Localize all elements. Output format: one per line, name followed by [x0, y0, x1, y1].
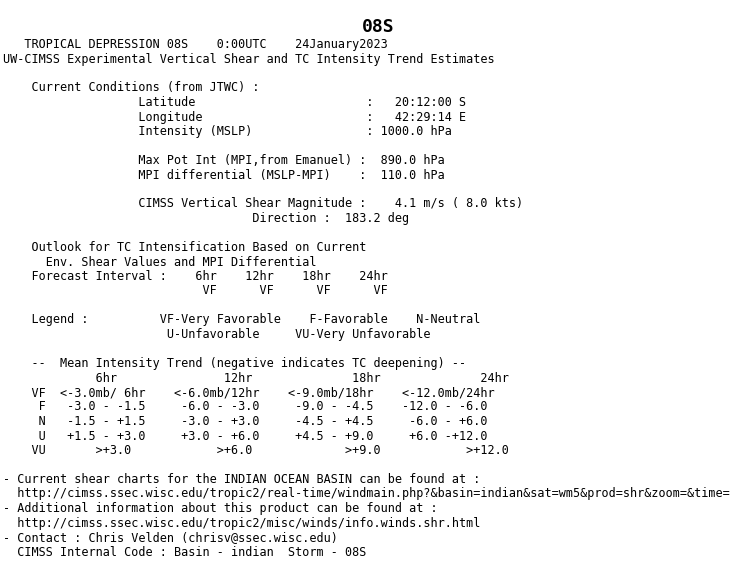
Text: - Contact : Chris Velden (chrisv@ssec.wisc.edu): - Contact : Chris Velden (chrisv@ssec.wi… [3, 531, 338, 544]
Text: 08S: 08S [361, 18, 395, 36]
Text: http://cimss.ssec.wisc.edu/tropic2/real-time/windmain.php?&basin=indian&sat=wm5&: http://cimss.ssec.wisc.edu/tropic2/real-… [3, 488, 730, 500]
Text: U-Unfavorable     VU-Very Unfavorable: U-Unfavorable VU-Very Unfavorable [3, 328, 430, 341]
Text: --  Mean Intensity Trend (negative indicates TC deepening) --: -- Mean Intensity Trend (negative indica… [3, 357, 466, 370]
Text: MPI differential (MSLP-MPI)    :  110.0 hPa: MPI differential (MSLP-MPI) : 110.0 hPa [3, 168, 445, 182]
Text: Latitude                        :   20:12:00 S: Latitude : 20:12:00 S [3, 96, 466, 109]
Text: UW-CIMSS Experimental Vertical Shear and TC Intensity Trend Estimates: UW-CIMSS Experimental Vertical Shear and… [3, 53, 494, 66]
Text: Longitude                       :   42:29:14 E: Longitude : 42:29:14 E [3, 111, 466, 123]
Text: Env. Shear Values and MPI Differential: Env. Shear Values and MPI Differential [3, 256, 317, 268]
Text: TROPICAL DEPRESSION 08S    0:00UTC    24January2023: TROPICAL DEPRESSION 08S 0:00UTC 24Januar… [3, 38, 388, 51]
Text: CIMSS Internal Code : Basin - indian  Storm - 08S: CIMSS Internal Code : Basin - indian Sto… [3, 545, 367, 559]
Text: Direction :  183.2 deg: Direction : 183.2 deg [3, 212, 409, 225]
Text: Current Conditions (from JTWC) :: Current Conditions (from JTWC) : [3, 81, 259, 95]
Text: Outlook for TC Intensification Based on Current: Outlook for TC Intensification Based on … [3, 241, 367, 254]
Text: VU       >+3.0            >+6.0             >+9.0            >+12.0: VU >+3.0 >+6.0 >+9.0 >+12.0 [3, 444, 509, 457]
Text: F   -3.0 - -1.5     -6.0 - -3.0     -9.0 - -4.5    -12.0 - -6.0: F -3.0 - -1.5 -6.0 - -3.0 -9.0 - -4.5 -1… [3, 400, 488, 414]
Text: 6hr               12hr              18hr              24hr: 6hr 12hr 18hr 24hr [3, 372, 509, 384]
Text: - Additional information about this product can be found at :: - Additional information about this prod… [3, 502, 438, 515]
Text: U   +1.5 - +3.0     +3.0 - +6.0     +4.5 - +9.0     +6.0 -+12.0: U +1.5 - +3.0 +3.0 - +6.0 +4.5 - +9.0 +6… [3, 429, 488, 443]
Text: http://cimss.ssec.wisc.edu/tropic2/misc/winds/info.winds.shr.html: http://cimss.ssec.wisc.edu/tropic2/misc/… [3, 516, 480, 530]
Text: Legend :          VF-Very Favorable    F-Favorable    N-Neutral: Legend : VF-Very Favorable F-Favorable N… [3, 313, 480, 327]
Text: Intensity (MSLP)                : 1000.0 hPa: Intensity (MSLP) : 1000.0 hPa [3, 125, 452, 138]
Text: CIMSS Vertical Shear Magnitude :    4.1 m/s ( 8.0 kts): CIMSS Vertical Shear Magnitude : 4.1 m/s… [3, 197, 523, 211]
Text: - Current shear charts for the INDIAN OCEAN BASIN can be found at :: - Current shear charts for the INDIAN OC… [3, 473, 480, 486]
Text: VF      VF      VF      VF: VF VF VF VF [3, 284, 388, 298]
Text: VF  <-3.0mb/ 6hr    <-6.0mb/12hr    <-9.0mb/18hr    <-12.0mb/24hr: VF <-3.0mb/ 6hr <-6.0mb/12hr <-9.0mb/18h… [3, 386, 494, 399]
Text: Forecast Interval :    6hr    12hr    18hr    24hr: Forecast Interval : 6hr 12hr 18hr 24hr [3, 270, 388, 283]
Text: N   -1.5 - +1.5     -3.0 - +3.0     -4.5 - +4.5     -6.0 - +6.0: N -1.5 - +1.5 -3.0 - +3.0 -4.5 - +4.5 -6… [3, 415, 488, 428]
Text: Max Pot Int (MPI,from Emanuel) :  890.0 hPa: Max Pot Int (MPI,from Emanuel) : 890.0 h… [3, 154, 445, 167]
